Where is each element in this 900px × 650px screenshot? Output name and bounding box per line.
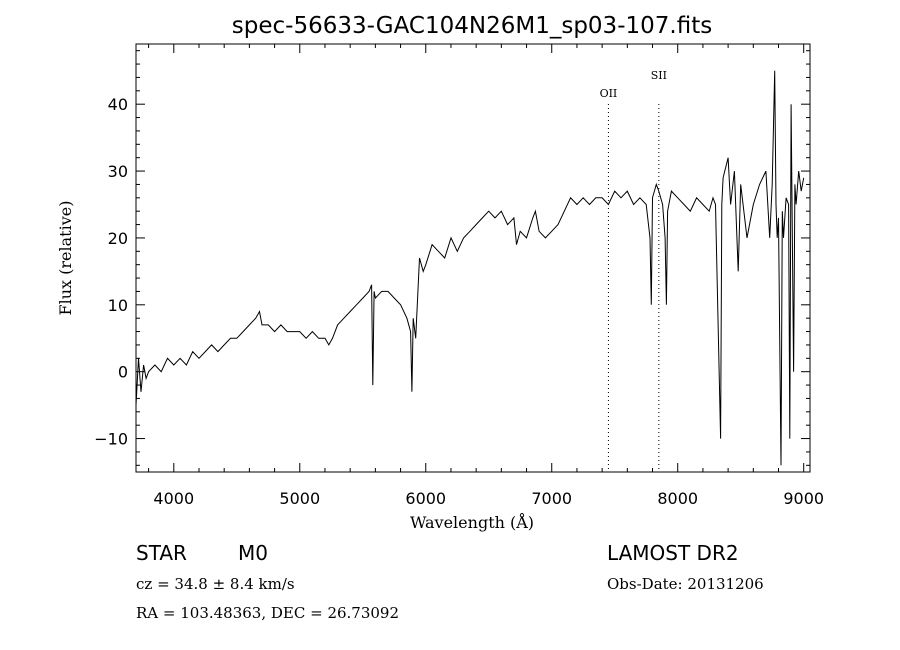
coordinates: RA = 103.48363, DEC = 26.73092	[136, 604, 400, 622]
object-class: STAR	[136, 541, 187, 565]
chart-title: spec-56633-GAC104N26M1_sp03-107.fits	[232, 13, 712, 39]
object-subclass: M0	[238, 541, 268, 565]
y-tick-label: 20	[108, 229, 128, 248]
y-tick-label: 40	[108, 95, 128, 114]
annotations: OII SII	[600, 69, 667, 472]
x-axis: 4000 5000 6000 7000 8000 9000	[148, 44, 824, 508]
plot-frame	[135, 43, 811, 473]
y-axis-label: Flux (relative)	[56, 201, 75, 316]
y-tick-label: 0	[118, 363, 128, 382]
x-tick-label: 8000	[657, 489, 698, 508]
spectrum-line	[135, 70, 805, 466]
x-tick-label: 6000	[405, 489, 446, 508]
y-tick-label: 30	[108, 162, 128, 181]
annotation-label: OII	[600, 87, 618, 100]
x-tick-label: 5000	[279, 489, 320, 508]
x-axis-label: Wavelength (Å)	[410, 512, 534, 532]
x-tick-label: 4000	[153, 489, 194, 508]
annotation-label: SII	[651, 69, 667, 82]
redshift-velocity: cz = 34.8 ± 8.4 km/s	[136, 575, 295, 593]
y-tick-label: −10	[94, 430, 128, 449]
x-tick-label: 9000	[783, 489, 824, 508]
y-tick-label: 10	[108, 296, 128, 315]
y-axis: −10 0 10 20 30 40	[94, 50, 810, 466]
data-release: LAMOST DR2	[607, 541, 739, 565]
observation-date: Obs-Date: 20131206	[607, 575, 764, 593]
x-tick-label: 7000	[531, 489, 572, 508]
